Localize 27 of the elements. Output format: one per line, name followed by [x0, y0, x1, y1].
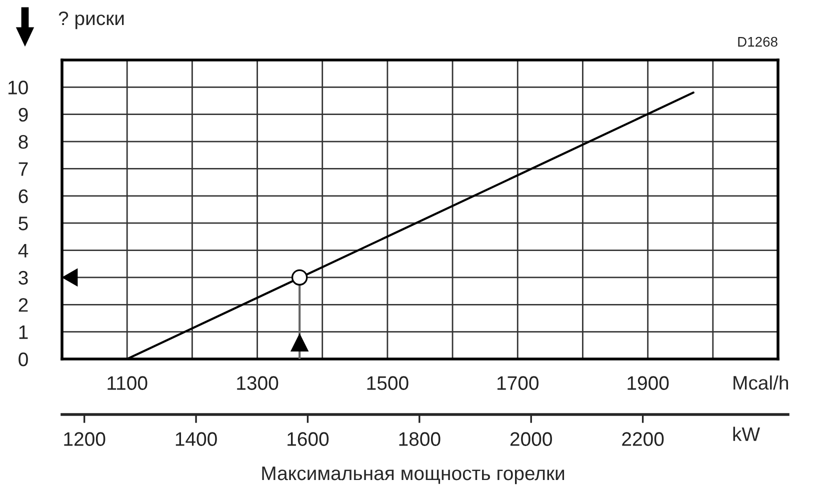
x2-tick-label: 1800 — [399, 432, 440, 446]
x-tick-label: 1300 — [237, 376, 278, 390]
y-tick-label: 10 — [8, 80, 28, 94]
x2-tick-label: 1600 — [288, 432, 329, 446]
y-tick-label: 6 — [18, 189, 28, 204]
x2-tick-label: 1400 — [176, 432, 217, 446]
x-axis-title: Mcal/h — [734, 375, 788, 390]
y-tick-label: 0 — [18, 352, 28, 366]
y-tick-label: 7 — [18, 162, 28, 176]
y-tick-label: 9 — [18, 108, 28, 122]
x2-tick-label: 2000 — [510, 432, 552, 446]
x2-tick-label: 2200 — [622, 432, 664, 446]
x2-axis-title: kW — [733, 426, 760, 441]
x-tick-label: 1700 — [497, 376, 539, 390]
x2-tick-label: 1200 — [64, 432, 106, 446]
y-tick-label: 8 — [18, 135, 28, 149]
chart-title: ? риски — [58, 11, 124, 30]
y-tick-label: 3 — [18, 270, 28, 285]
y-tick-label: 5 — [18, 216, 28, 230]
y-tick-label: 2 — [18, 298, 28, 312]
x-tick-label: 1900 — [628, 376, 669, 390]
y-tick-label: 4 — [18, 244, 28, 258]
x-tick-label: 1100 — [108, 376, 148, 390]
y-tick-label: 1 — [19, 325, 28, 339]
text: D1268 — [738, 36, 778, 47]
x-tick-label: 1500 — [367, 376, 408, 390]
text: Максимальная мощность горелки — [262, 466, 564, 484]
